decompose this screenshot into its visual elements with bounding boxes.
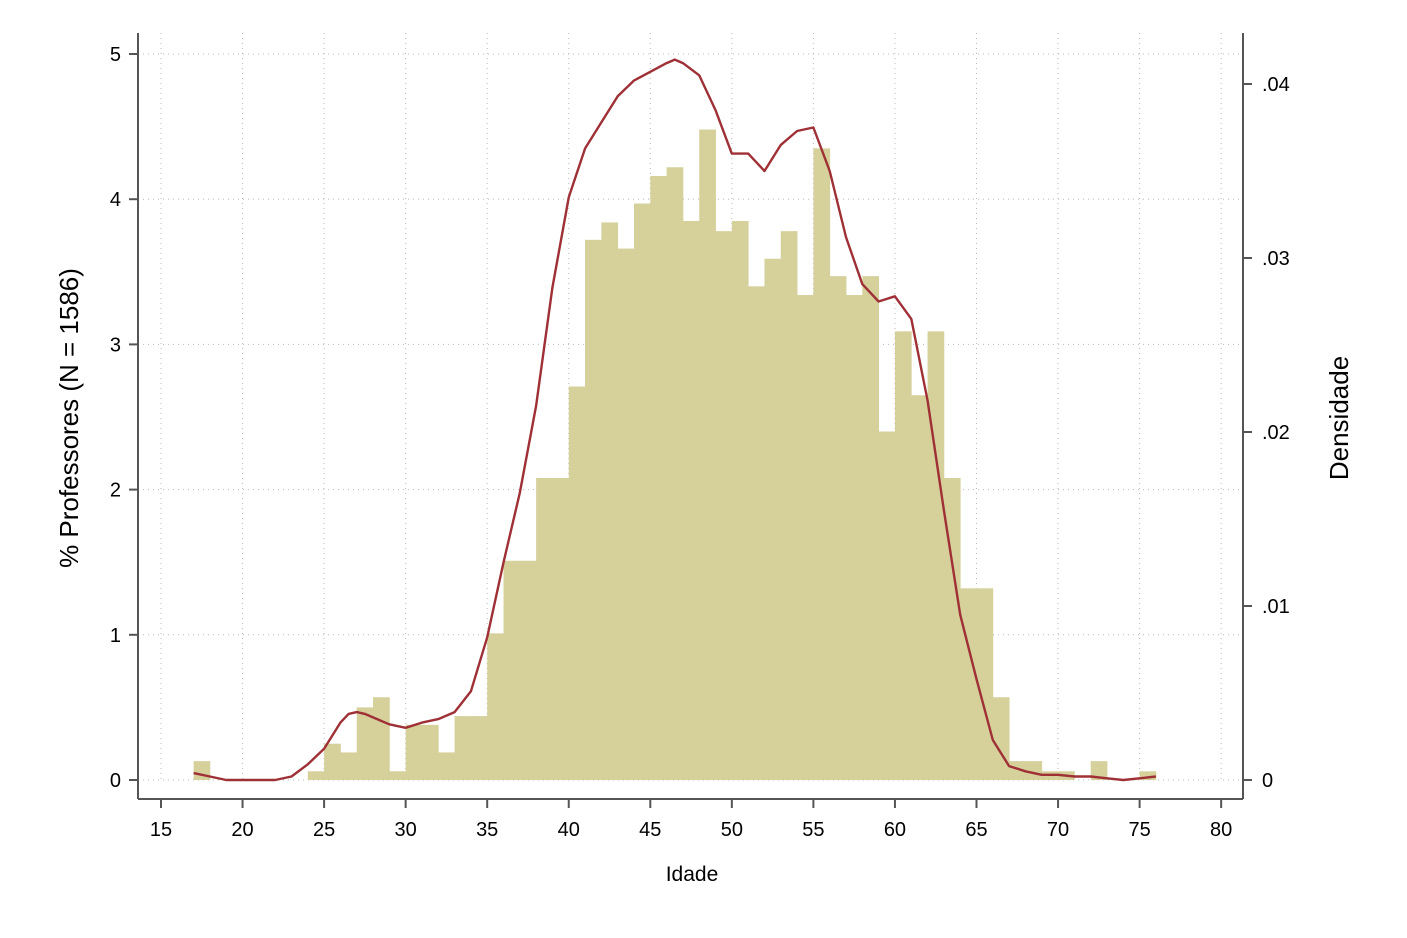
histogram-bar	[894, 331, 912, 780]
y-tick-label: 3	[110, 334, 121, 356]
histogram-bar	[1139, 771, 1157, 780]
histogram-bar	[976, 588, 994, 780]
histogram-bar	[617, 248, 635, 780]
histogram-bar	[927, 331, 945, 780]
histogram-bar	[764, 258, 782, 780]
x-tick-label: 65	[965, 819, 987, 841]
histogram-bar	[601, 222, 619, 780]
histogram-bar	[356, 707, 374, 780]
histogram-bar	[340, 752, 358, 780]
x-tick-label: 45	[639, 819, 661, 841]
histogram-bar	[1025, 761, 1043, 780]
histogram-bar	[519, 560, 537, 780]
y-tick-label: 4	[110, 189, 121, 211]
histogram-bar	[568, 386, 586, 780]
y-axis-title: % Professores (N = 1586)	[54, 268, 84, 568]
histogram-bar	[470, 716, 488, 780]
x-tick-label: 30	[395, 819, 417, 841]
y2-axis-title: Densidade	[1324, 356, 1354, 480]
histogram-bar	[1090, 761, 1108, 780]
histogram-bar	[389, 771, 407, 780]
histogram-bar	[405, 724, 423, 780]
x-tick-label: 35	[476, 819, 498, 841]
x-tick-label: 70	[1047, 819, 1069, 841]
histogram-bar	[797, 295, 814, 780]
x-tick-label: 15	[150, 819, 172, 841]
density-line	[193, 58, 1157, 782]
histogram-bar	[862, 276, 880, 780]
histogram-bar	[699, 129, 716, 780]
histogram-bar	[731, 220, 749, 781]
y-tick-labels: 0 1 2 3 4 5	[110, 44, 121, 792]
x-tick-label: 60	[884, 819, 906, 841]
histogram-bar	[536, 477, 553, 780]
histogram-bar	[324, 743, 341, 780]
histogram-bar	[421, 724, 439, 780]
x-tick-label: 50	[721, 819, 743, 841]
histogram-bar	[666, 167, 684, 781]
histogram-bar	[846, 295, 863, 780]
histogram-bar	[943, 477, 961, 780]
x-tick-label: 40	[558, 819, 580, 841]
histogram-bar	[307, 771, 325, 780]
histogram-bar	[992, 697, 1010, 780]
x-tick-label: 25	[313, 819, 335, 841]
y2-tick-label: 0	[1262, 770, 1273, 792]
histogram-bar	[438, 752, 455, 780]
y-tick-label: 2	[110, 480, 121, 502]
x-tick-labels: 15 20 25 30 35 40 45 50 55 60 65 70 75 80	[150, 819, 1232, 841]
y-tick-label: 0	[110, 770, 121, 792]
y2-tick-label: .01	[1262, 596, 1290, 618]
y-tick-label: 1	[110, 625, 121, 647]
histogram-bar	[487, 633, 504, 780]
axes	[129, 33, 1252, 808]
histogram-bar	[911, 395, 928, 780]
histogram-bar	[780, 231, 798, 781]
histogram-bar	[373, 697, 390, 780]
histogram-bar	[715, 231, 733, 781]
histogram-bar	[1009, 761, 1026, 780]
y2-tick-label: .02	[1262, 422, 1290, 444]
histogram-bar	[748, 286, 765, 780]
histogram-bar	[633, 203, 651, 780]
y2-tick-labels: 0 .01 .02 .03 .04	[1262, 74, 1290, 792]
x-axis-title: Idade	[666, 863, 719, 886]
histogram-bar	[503, 560, 521, 780]
histogram-bar	[682, 220, 700, 781]
y2-tick-label: .03	[1262, 248, 1290, 270]
y-tick-label: 5	[110, 44, 121, 66]
histogram-bar	[813, 148, 831, 780]
x-tick-label: 80	[1210, 819, 1232, 841]
x-tick-label: 55	[802, 819, 824, 841]
histogram-bars	[193, 129, 1157, 781]
histogram-bar	[454, 716, 472, 780]
histogram-bar	[960, 588, 977, 780]
histogram-bar	[585, 239, 602, 780]
histogram-bar	[829, 276, 847, 780]
histogram-bar	[650, 175, 668, 780]
x-tick-label: 75	[1128, 819, 1150, 841]
histogram-bar	[552, 477, 570, 780]
y2-tick-label: .04	[1262, 74, 1290, 96]
histogram-bar	[878, 431, 896, 780]
x-tick-label: 20	[231, 819, 253, 841]
